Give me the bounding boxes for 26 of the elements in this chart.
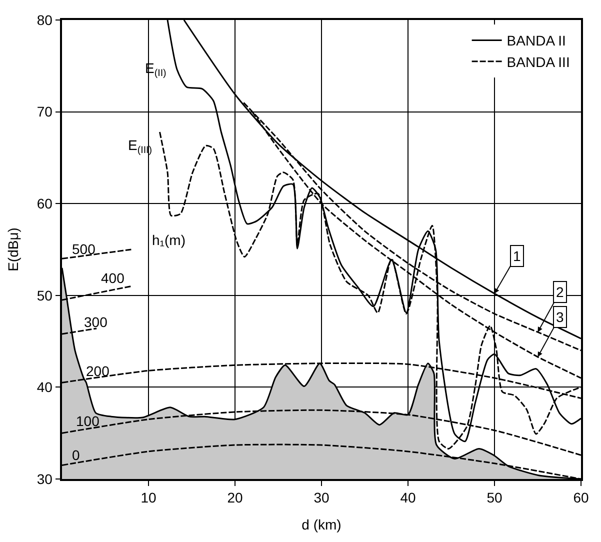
annotation: 100 bbox=[76, 413, 100, 429]
y-tick-label: 80 bbox=[36, 12, 53, 28]
annotation: 500 bbox=[72, 241, 96, 257]
annotation: 3 bbox=[556, 309, 564, 325]
x-tick-label: 40 bbox=[400, 490, 416, 506]
y-axis-title: E(dBμ) bbox=[4, 228, 21, 272]
legend-label: BANDA II bbox=[506, 32, 566, 49]
annotation: 200 bbox=[86, 363, 110, 379]
x-tick-label: 60 bbox=[573, 490, 589, 506]
annotation: 400 bbox=[101, 270, 125, 286]
x-axis-title: d (km) bbox=[302, 516, 342, 532]
y-tick-label: 60 bbox=[36, 196, 53, 212]
x-tick-label: 10 bbox=[140, 490, 156, 506]
annotation: 1 bbox=[513, 248, 521, 264]
annotation: 2 bbox=[556, 284, 564, 300]
y-tick-label: 40 bbox=[36, 379, 53, 396]
x-tick-label: 30 bbox=[314, 490, 330, 506]
y-tick-label: 50 bbox=[36, 287, 53, 304]
annotation: 0 bbox=[72, 447, 80, 463]
y-tick-label: 70 bbox=[36, 104, 53, 120]
x-tick-label: 20 bbox=[227, 490, 243, 506]
annotation: 300 bbox=[84, 314, 108, 330]
legend-label: BANDA III bbox=[506, 54, 570, 70]
y-tick-label: 30 bbox=[36, 470, 53, 487]
x-tick-label: 50 bbox=[486, 490, 502, 506]
annotation: h₁(m) bbox=[152, 232, 186, 248]
